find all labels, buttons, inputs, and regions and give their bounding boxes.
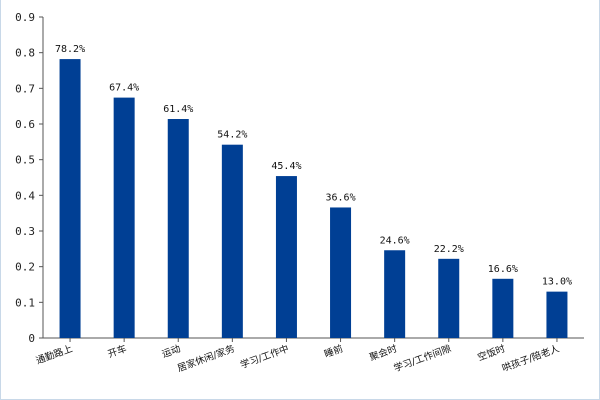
y-tick-label: 0.1 <box>15 296 35 309</box>
data-label: 13.0% <box>542 277 572 288</box>
category-label: 学习/工作间隙 <box>392 342 453 374</box>
data-label: 16.6% <box>488 264 518 275</box>
data-label: 24.6% <box>380 235 410 246</box>
data-labels: 78.2% 67.4% 61.4% 54.2% 45.4% 36.6% 24.6% 22.2%… <box>55 44 572 288</box>
category-label: 开车 <box>106 343 128 361</box>
bar <box>275 176 297 338</box>
category-label: 运动 <box>161 343 183 360</box>
y-tick-label: 0 <box>28 332 35 345</box>
category-label: 居家休闲/家务 <box>176 342 237 374</box>
bar <box>221 144 243 338</box>
bar <box>384 250 406 338</box>
data-label: 67.4% <box>109 83 139 94</box>
data-label: 45.4% <box>271 161 301 172</box>
category-label: 学习/工作中 <box>239 343 291 372</box>
data-label: 36.6% <box>325 192 355 203</box>
bars <box>59 59 568 342</box>
y-axis-ticks: 0 0.1 0.2 0.3 0.4 0.5 0.6 0.7 0.8 0.9 <box>15 11 43 345</box>
data-label: 61.4% <box>163 104 193 115</box>
y-tick-label: 0.2 <box>15 261 35 274</box>
bar <box>59 59 81 338</box>
category-label: 通勤路上 <box>34 342 74 366</box>
y-tick-label: 0.4 <box>15 189 35 202</box>
y-tick-label: 0.9 <box>15 11 35 24</box>
y-tick-label: 0.3 <box>15 225 35 238</box>
y-tick-label: 0.8 <box>15 47 35 60</box>
bar <box>546 291 568 338</box>
data-label: 54.2% <box>217 130 247 141</box>
category-label: 空饭时 <box>476 342 507 363</box>
category-label: 哄孩子/陪老人 <box>500 342 561 374</box>
bar <box>113 97 135 339</box>
category-label: 睡前 <box>323 343 345 361</box>
data-label: 22.2% <box>434 244 464 255</box>
y-tick-label: 0.5 <box>15 154 35 167</box>
bar <box>438 258 460 338</box>
bar <box>167 119 189 338</box>
category-label: 聚会时 <box>368 342 399 363</box>
bar <box>330 207 352 338</box>
bar <box>492 278 514 338</box>
data-label: 78.2% <box>55 44 85 55</box>
y-tick-label: 0.6 <box>15 118 35 131</box>
y-tick-label: 0.7 <box>15 82 35 95</box>
